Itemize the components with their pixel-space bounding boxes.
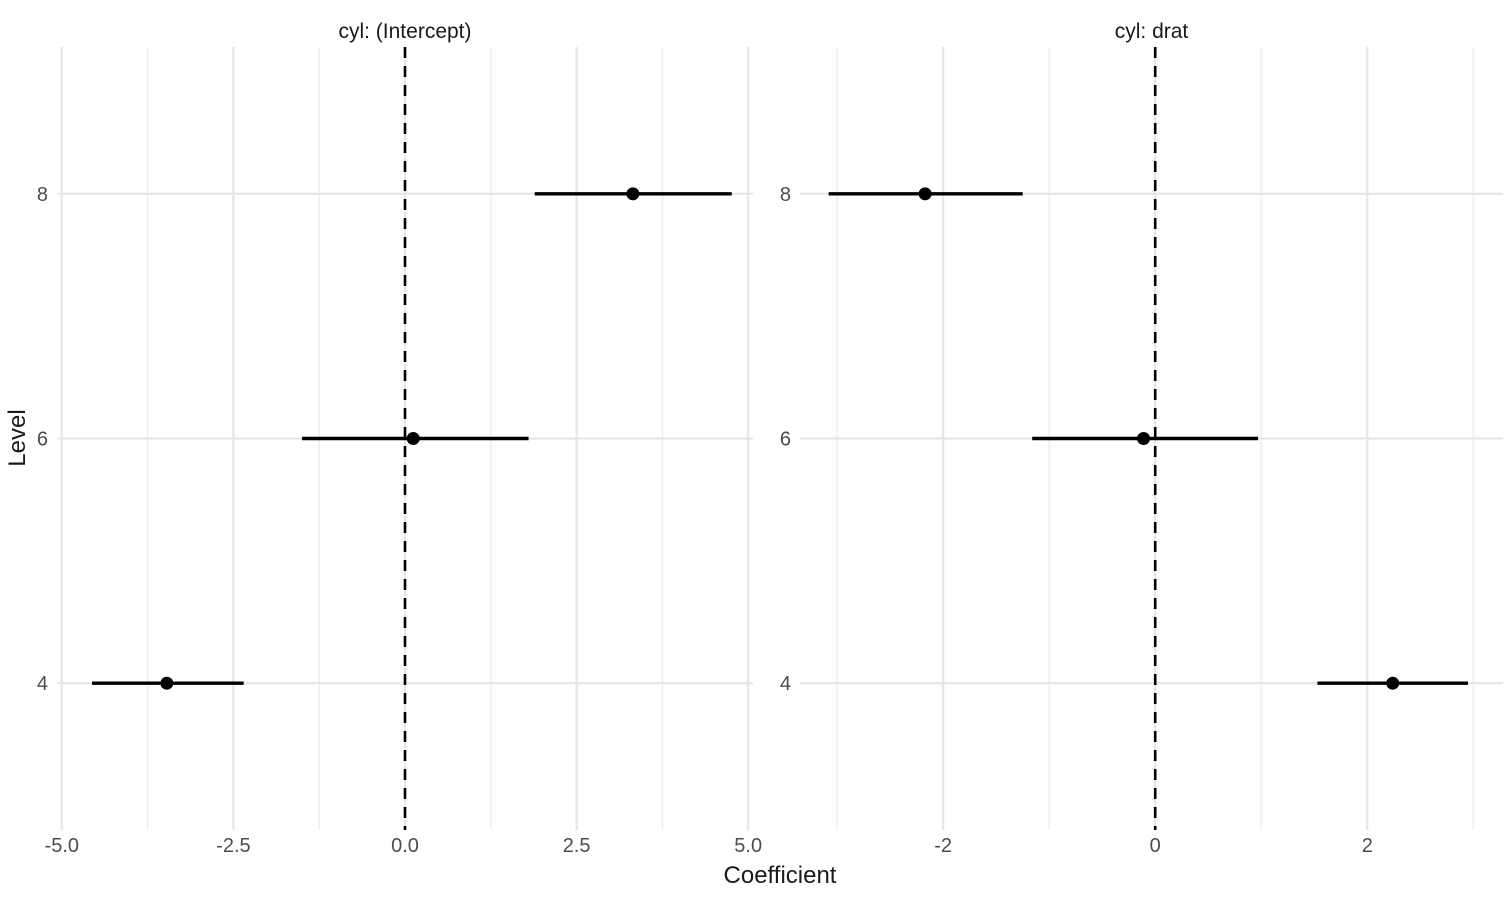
- x-tick-label: 2.5: [563, 835, 591, 857]
- facet-panel-intercept: -5.0 -2.5 0.0 2.5 5.0 4 6 8: [37, 47, 762, 857]
- estimate-point: [406, 432, 420, 445]
- estimate-point: [1386, 676, 1400, 690]
- x-tick-label: 0: [1150, 835, 1161, 857]
- facet-panel-drat: -2 0 2 4 6 8: [780, 47, 1503, 857]
- y-tick-label: 8: [780, 184, 791, 206]
- x-axis-title: Coefficient: [723, 862, 837, 889]
- estimate-point: [918, 187, 932, 201]
- y-tick-label: 4: [780, 673, 791, 695]
- x-tick-label: 0.0: [391, 835, 419, 857]
- estimate-point: [626, 187, 640, 201]
- y-tick-label: 8: [37, 184, 48, 206]
- y-tick-label: 6: [37, 429, 48, 451]
- y-tick-label: 4: [37, 673, 48, 695]
- y-tick-label: 6: [780, 429, 791, 451]
- x-tick-label: -2.5: [216, 835, 250, 857]
- x-tick-label: 2: [1362, 835, 1373, 857]
- estimate-point: [160, 676, 174, 690]
- x-tick-label: 5.0: [734, 835, 762, 857]
- x-tick-label: -5.0: [45, 835, 79, 857]
- facet-title-drat: cyl: drat: [1114, 20, 1189, 43]
- x-tick-label: -2: [934, 835, 952, 857]
- facet-title-intercept: cyl: (Intercept): [338, 20, 472, 43]
- estimate-point: [1137, 432, 1151, 445]
